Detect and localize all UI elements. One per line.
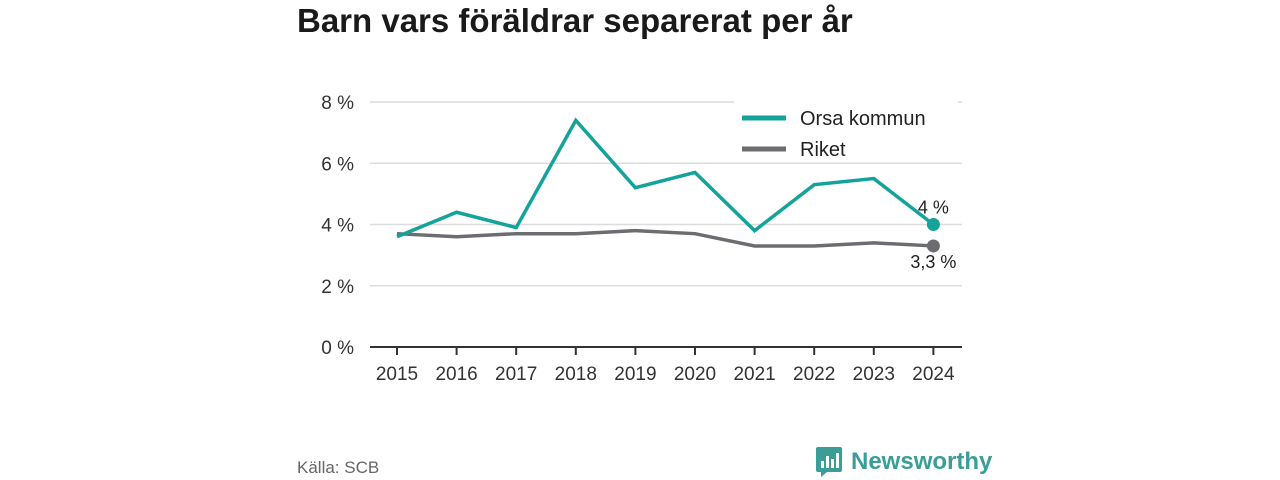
series-lines (396, 117, 940, 253)
x-tick-label: 2019 (614, 364, 656, 385)
brand-name: Newsworthy (851, 448, 993, 475)
y-tick-label: 6 % (321, 154, 354, 175)
legend-label: Orsa kommun (800, 108, 926, 130)
source-note: Källa: SCB (297, 458, 380, 477)
x-tick-label: 2015 (376, 364, 418, 385)
brand-logo: Newsworthy (815, 446, 992, 478)
x-tick-label: 2024 (912, 364, 955, 385)
y-tick-label: 8 % (321, 93, 354, 114)
bar-chart-speech-bubble-icon (816, 447, 842, 477)
x-tick-label: 2020 (674, 364, 716, 385)
end-label: 4 % (918, 198, 949, 218)
y-axis-ticks: 0 % 2 % 4 % 6 % 8 % (321, 93, 354, 359)
x-axis-ticks: 2015 2016 2017 2018 2019 2020 2021 2022 2023 2024 (376, 347, 955, 385)
y-tick-label: 2 % (321, 277, 354, 298)
gridlines (370, 101, 962, 287)
legend: Orsa kommun Riket (734, 98, 958, 162)
legend-label: Riket (800, 139, 846, 161)
x-tick-label: 2017 (495, 364, 537, 385)
data-point (926, 239, 940, 253)
chart-title: Barn vars föräldrar separerat per år (297, 2, 853, 39)
series-line (396, 228, 934, 248)
x-tick-label: 2016 (435, 364, 477, 385)
end-label: 3,3 % (910, 252, 956, 272)
end-labels: 4 % 3,3 % (910, 198, 956, 272)
y-tick-label: 0 % (321, 338, 354, 359)
x-tick-label: 2022 (793, 364, 835, 385)
data-point (926, 218, 940, 231)
y-tick-label: 4 % (321, 216, 354, 237)
series-line (396, 117, 935, 239)
x-tick-label: 2023 (853, 364, 895, 385)
x-tick-label: 2018 (555, 364, 597, 385)
x-tick-label: 2021 (733, 364, 775, 385)
